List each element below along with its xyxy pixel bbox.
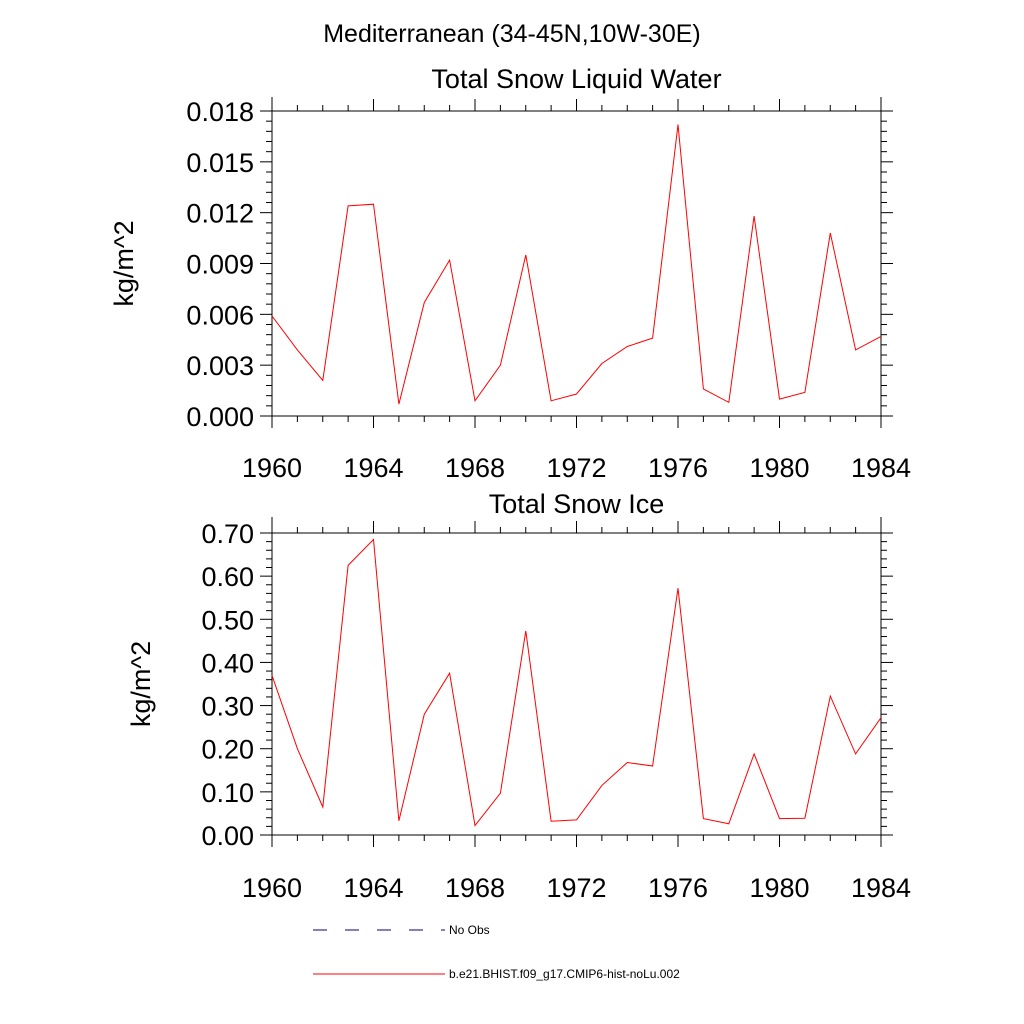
plot-frame	[271, 532, 882, 836]
y-tick-label: 0.10	[201, 778, 254, 808]
y-tick-label: 0.006	[186, 300, 254, 330]
x-tick-label: 1972	[546, 873, 606, 903]
y-tick-label: 0.50	[201, 605, 254, 635]
legend: No Obs b.e21.BHIST.f09_g17.CMIP6-hist-noL…	[313, 923, 680, 981]
legend-label: No Obs	[449, 923, 490, 937]
y-tick-label: 0.30	[201, 692, 254, 722]
y-tick-label: 0.20	[201, 735, 254, 765]
page-title: Mediterranean (34-45N,10W-30E)	[323, 20, 701, 48]
x-tick-label: 1980	[749, 453, 809, 483]
x-tick-label: 1968	[445, 873, 505, 903]
x-tick-label: 1984	[851, 453, 911, 483]
y-tick-label: 0.015	[186, 148, 254, 178]
legend-label: b.e21.BHIST.f09_g17.CMIP6-hist-noLu.002	[449, 967, 680, 981]
x-tick-label: 1976	[648, 453, 708, 483]
plot-snow-liquid-water: Total Snow Liquid Water kg/m^2 1960 1964 196…	[109, 64, 911, 483]
y-tick-label: 0.00	[201, 821, 254, 851]
y-axis-label: kg/m^2	[109, 220, 139, 306]
y-tick-label: 0.60	[201, 562, 254, 592]
y-tick-label: 0.012	[186, 199, 254, 229]
x-tick-label: 1984	[851, 873, 911, 903]
x-tick-label: 1980	[749, 873, 809, 903]
x-tick-label: 1964	[343, 453, 403, 483]
plot-title: Total Snow Ice	[489, 489, 665, 519]
y-tick-label: 0.018	[186, 97, 254, 127]
y-tick-label: 0.003	[186, 351, 254, 381]
series-line	[271, 538, 882, 827]
y-tick-label: 0.009	[186, 250, 254, 280]
x-tick-label: 1968	[445, 453, 505, 483]
plot-snow-ice: Total Snow Ice kg/m^2 1960 1964 1968 1972 1976…	[126, 489, 911, 903]
x-tick-label: 1960	[242, 873, 302, 903]
x-tick-label: 1960	[242, 453, 302, 483]
plot-frame	[271, 110, 882, 417]
x-tick-label: 1972	[546, 453, 606, 483]
y-axis-label: kg/m^2	[126, 641, 156, 727]
y-tick-label: 0.000	[186, 402, 254, 432]
plot-title: Total Snow Liquid Water	[431, 64, 721, 94]
y-tick-label: 0.70	[201, 519, 254, 549]
y-tick-label: 0.40	[201, 648, 254, 678]
x-tick-label: 1976	[648, 873, 708, 903]
series-line	[271, 124, 882, 405]
x-tick-label: 1964	[343, 873, 403, 903]
